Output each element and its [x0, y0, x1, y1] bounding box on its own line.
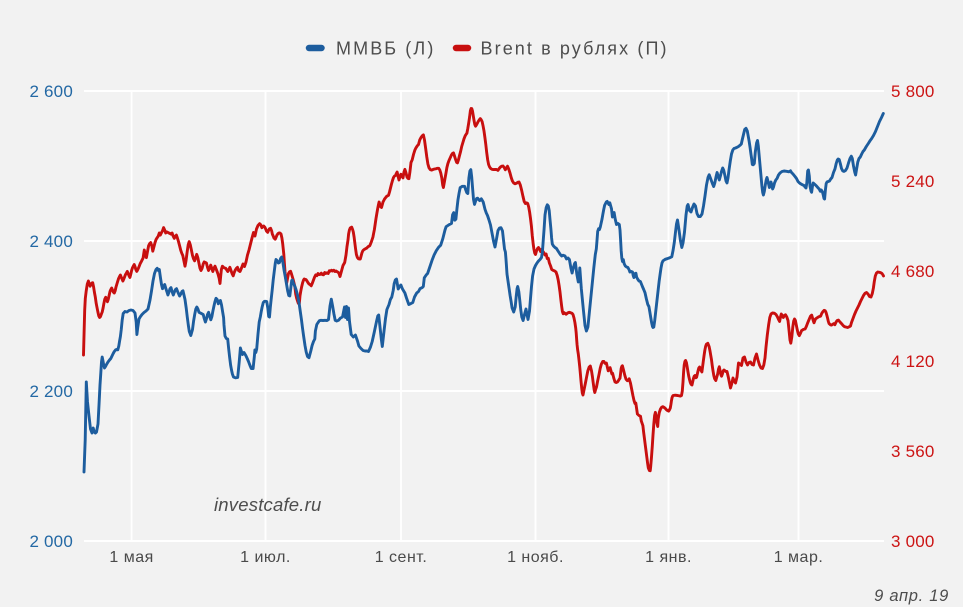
svg-text:4 680: 4 680	[891, 262, 935, 281]
svg-text:1 сент.: 1 сент.	[375, 549, 428, 566]
svg-text:investcafe.ru: investcafe.ru	[214, 494, 322, 515]
svg-text:3 000: 3 000	[891, 532, 935, 551]
svg-text:4 120: 4 120	[891, 352, 935, 371]
svg-text:ММВБ (Л): ММВБ (Л)	[336, 39, 435, 59]
svg-text:Brent в рублях (П): Brent в рублях (П)	[481, 39, 669, 59]
svg-text:2 600: 2 600	[29, 82, 73, 101]
svg-text:1 нояб.: 1 нояб.	[507, 549, 564, 566]
svg-text:1 мая: 1 мая	[109, 549, 153, 566]
svg-text:2 000: 2 000	[29, 532, 73, 551]
svg-text:3 560: 3 560	[891, 442, 935, 461]
svg-text:1 мар.: 1 мар.	[774, 549, 824, 566]
svg-text:2 200: 2 200	[29, 382, 73, 401]
svg-text:5 800: 5 800	[891, 82, 935, 101]
svg-text:1 июл.: 1 июл.	[240, 549, 291, 566]
svg-text:9 апр. 19: 9 апр. 19	[874, 587, 949, 605]
svg-text:5 240: 5 240	[891, 172, 935, 191]
svg-text:1 янв.: 1 янв.	[645, 549, 692, 566]
svg-text:2 400: 2 400	[29, 232, 73, 251]
